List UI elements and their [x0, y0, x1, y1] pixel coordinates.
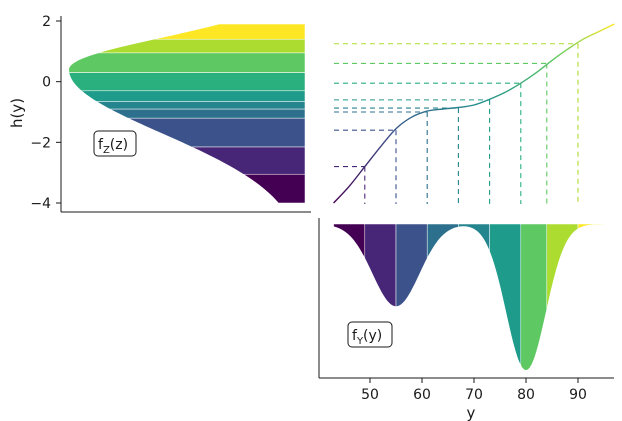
panel-fy-density: 50 60 70 80 90 y fY(y)	[318, 218, 615, 421]
fy-band-5	[489, 224, 522, 370]
fy-density-bands	[333, 224, 615, 370]
fy-label-tail: (y)	[363, 328, 382, 344]
fz-band-7	[69, 52, 305, 73]
fy-label-sub: Y	[356, 336, 364, 347]
x-tick-label: 60	[413, 387, 431, 403]
fy-band-7	[546, 224, 579, 370]
fz-band-6	[69, 72, 305, 92]
fz-band-0	[69, 173, 305, 203]
x-tick-label: 90	[569, 387, 587, 403]
fz-band-9	[69, 24, 305, 40]
fz-band-3	[69, 108, 305, 119]
quantile-guides	[334, 43, 579, 204]
y-tick-label: 0	[42, 75, 51, 91]
fy-band-4	[458, 224, 490, 370]
x-axis-title: y	[467, 404, 476, 421]
fy-band-3	[426, 224, 459, 370]
fz-band-8	[69, 38, 305, 54]
svg-text:fY(y): fY(y)	[352, 328, 382, 347]
y-tick-label: −4	[30, 196, 51, 212]
fy-band-0	[333, 224, 366, 370]
y-tick-label: −2	[30, 135, 51, 151]
fz-band-5	[69, 90, 305, 102]
svg-text:fZ(z): fZ(z)	[98, 137, 128, 156]
y-axis-title: h(y)	[8, 98, 26, 128]
fz-density-bands	[69, 24, 305, 203]
fz-label-main: f	[98, 137, 104, 153]
fz-band-2	[69, 117, 305, 148]
fz-band-1	[69, 146, 305, 175]
fz-label-sub: Z	[103, 145, 110, 156]
panel-fz-density: −4 −2 0 2 h(y) fZ(z)	[8, 14, 311, 213]
panel-transform-curve	[333, 23, 615, 204]
x-tick-label: 80	[517, 387, 535, 403]
x-tick-label: 50	[361, 387, 379, 403]
fy-label-box: fY(y)	[347, 321, 393, 348]
transform-curve	[333, 23, 615, 204]
fy-band-6	[520, 224, 548, 370]
fy-band-1	[364, 224, 397, 370]
fz-label-box: fZ(z)	[93, 130, 137, 157]
y-tick-label: 2	[42, 14, 51, 30]
fy-label-main: f	[352, 328, 358, 344]
fy-axes: 50 60 70 80 90	[318, 218, 614, 403]
fy-band-8	[577, 224, 615, 370]
fz-axes: −4 −2 0 2	[30, 14, 311, 213]
fz-label-tail: (z)	[110, 137, 128, 153]
fz-band-4	[69, 101, 305, 110]
fy-band-2	[395, 224, 428, 370]
x-tick-label: 70	[465, 387, 483, 403]
